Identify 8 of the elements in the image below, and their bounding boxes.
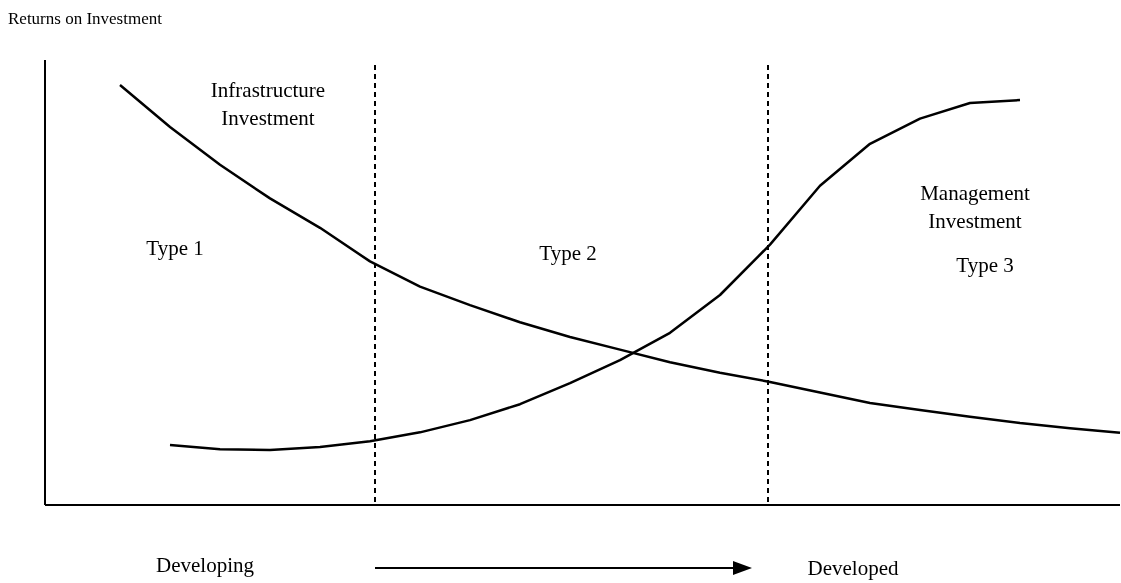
annotation: Type 3	[956, 253, 1014, 277]
annotation: Type 2	[539, 241, 597, 265]
text: Developing	[156, 553, 255, 577]
y-axis-title: Returns on Investment	[8, 9, 163, 28]
annotation: Management Investment	[920, 181, 1030, 233]
annotation: Type 1	[146, 236, 204, 260]
text: Developed	[807, 556, 899, 580]
annotation: Infrastructure Investment	[210, 78, 326, 130]
